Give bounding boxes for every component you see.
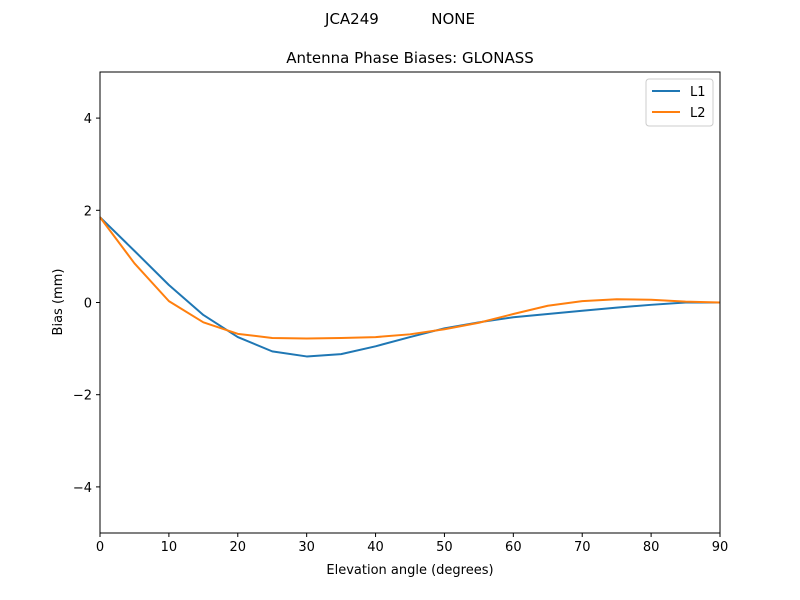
x-tick-label: 90 xyxy=(712,540,729,555)
x-tick-label: 80 xyxy=(643,540,660,555)
y-axis: −4 −2 0 2 4 xyxy=(73,112,100,496)
series-line-l2 xyxy=(99,216,721,340)
y-tick-label: 4 xyxy=(84,112,92,127)
y-tick-label: 2 xyxy=(84,204,92,219)
series-line-l1 xyxy=(99,216,720,358)
y-tick-label: −2 xyxy=(73,389,92,404)
chart-title: Antenna Phase Biases: GLONASS xyxy=(286,49,534,67)
y-tick-label: −4 xyxy=(73,481,92,496)
chart-suptitle: JCA249 NONE xyxy=(324,10,475,28)
x-tick-label: 60 xyxy=(505,540,522,555)
legend-label-l2: L2 xyxy=(690,106,706,121)
x-tick-label: 30 xyxy=(298,540,315,555)
x-tick-label: 70 xyxy=(574,540,591,555)
plot-area-frame xyxy=(99,71,721,534)
legend-label-l1: L1 xyxy=(690,85,706,100)
plot-lines xyxy=(99,216,721,358)
x-tick-label: 50 xyxy=(436,540,453,555)
y-tick-label: 0 xyxy=(84,297,92,312)
y-axis-label: Bias (mm) xyxy=(51,269,66,336)
x-tick-label: 20 xyxy=(230,540,247,555)
x-axis-label: Elevation angle (degrees) xyxy=(326,563,493,578)
x-tick-label: 40 xyxy=(367,540,384,555)
x-tick-label: 0 xyxy=(96,540,104,555)
x-tick-label: 10 xyxy=(161,540,178,555)
x-axis: 0 10 20 30 40 50 60 70 80 90 xyxy=(96,533,728,555)
